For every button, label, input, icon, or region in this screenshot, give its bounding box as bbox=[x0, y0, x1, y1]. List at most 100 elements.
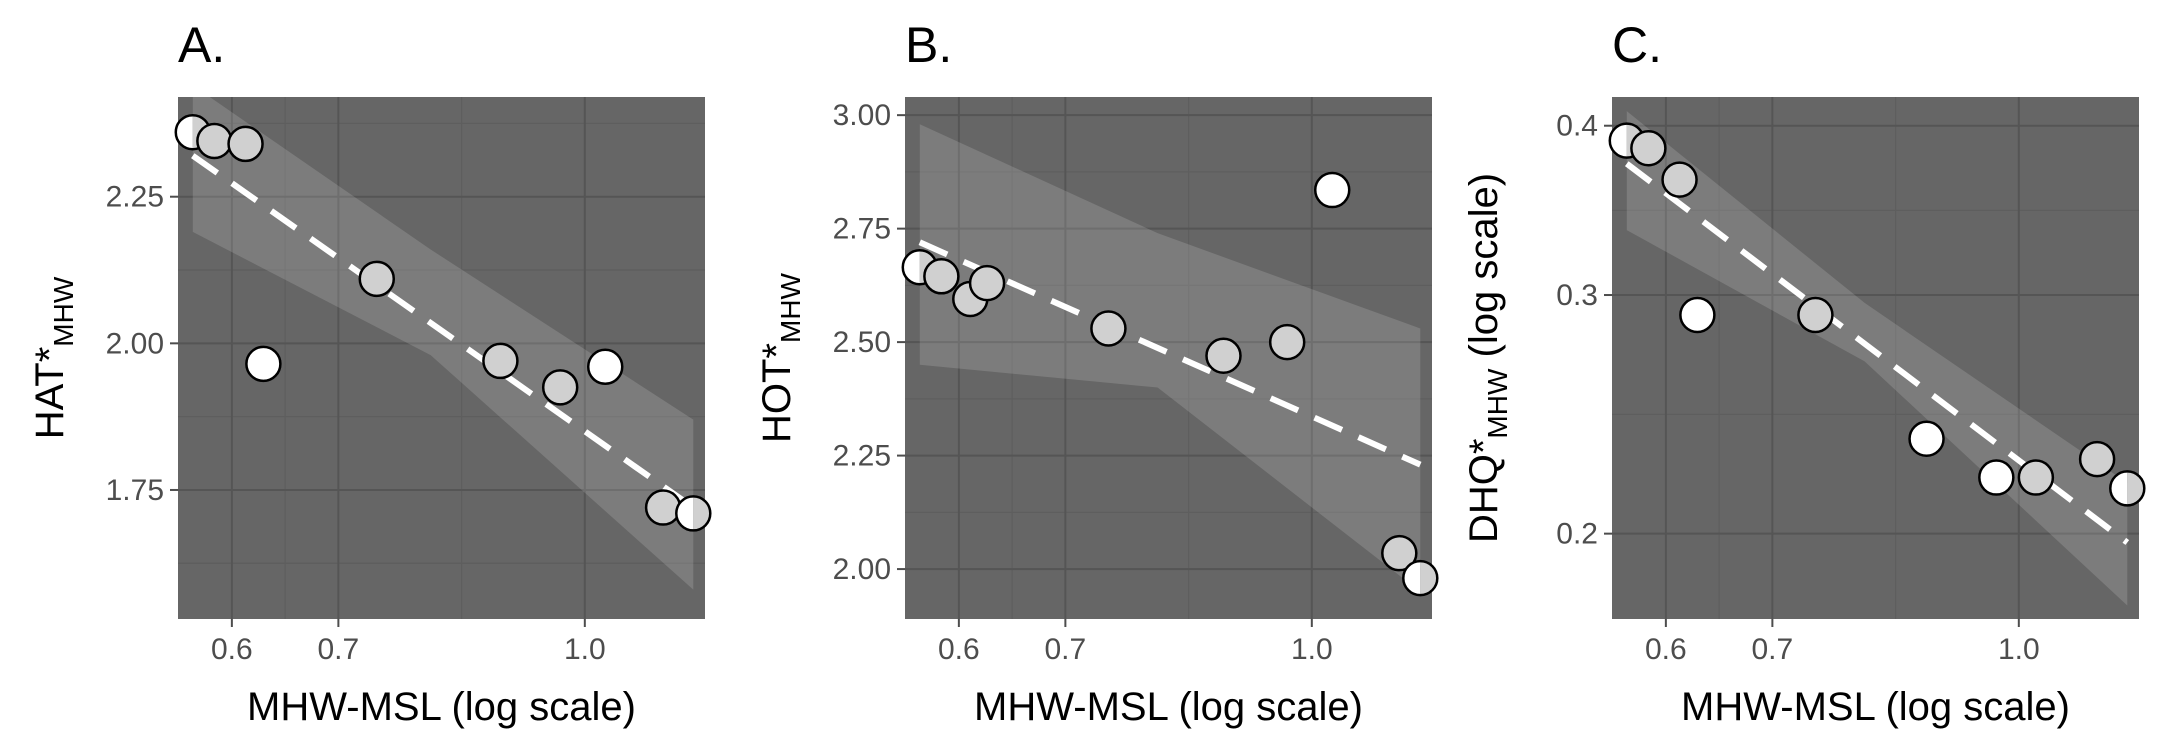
data-point-left-half bbox=[175, 115, 193, 150]
data-point-marker bbox=[245, 345, 282, 383]
panel-label: B. bbox=[905, 17, 952, 73]
data-point-marker bbox=[1630, 129, 1667, 167]
data-point-left-half bbox=[676, 496, 694, 531]
data-point bbox=[1630, 129, 1667, 167]
x-axis-title: MHW-MSL (log scale) bbox=[247, 685, 636, 729]
panel-3: 0.6 0.7 1.0 0.2 0.3 0.4 MHW-MSL (log scale) DHQ… bbox=[1462, 17, 2146, 729]
data-point-marker bbox=[1679, 296, 1716, 334]
points bbox=[1608, 122, 2146, 507]
data-point-outline bbox=[2109, 470, 2146, 507]
data-point bbox=[227, 125, 264, 163]
y-axis-title-main: DHQ* bbox=[1462, 439, 1506, 543]
data-point-outline bbox=[675, 495, 712, 532]
data-point-right-half bbox=[1420, 561, 1438, 596]
y-tick-label: 2.00 bbox=[833, 553, 891, 586]
data-point-marker bbox=[1268, 323, 1306, 361]
data-point bbox=[196, 122, 233, 160]
y-tick-label: 2.00 bbox=[106, 327, 164, 360]
data-point-marker bbox=[196, 122, 233, 160]
data-point-marker bbox=[1090, 310, 1127, 347]
x-tick-label: 0.7 bbox=[1045, 633, 1087, 666]
data-point-left-half bbox=[1403, 561, 1421, 596]
panel-1: 0.6 0.7 1.0 1.75 2.00 2.25 MHW-MSL (log scale)… bbox=[28, 17, 712, 729]
y-tick-label: 0.4 bbox=[1556, 110, 1598, 143]
panel-label: C. bbox=[1612, 17, 1662, 73]
data-point bbox=[644, 489, 682, 526]
y-tick-label: 0.3 bbox=[1556, 279, 1598, 312]
data-point-outline bbox=[1402, 559, 1439, 597]
data-point-marker bbox=[2017, 459, 2055, 496]
data-point-marker bbox=[1205, 337, 1242, 374]
y-axis-title: HOT*MHW bbox=[755, 272, 806, 443]
data-point-marker bbox=[1313, 171, 1351, 209]
points bbox=[901, 171, 1439, 597]
data-point bbox=[923, 258, 960, 295]
x-tick-label: 1.0 bbox=[564, 633, 606, 666]
data-point bbox=[2078, 440, 2116, 478]
data-point bbox=[1205, 337, 1242, 374]
y-tick-label: 2.25 bbox=[106, 181, 164, 214]
y-tick-label: 2.50 bbox=[833, 326, 891, 359]
y-axis-title-subscript: MHW bbox=[775, 272, 806, 343]
y-axis-title-suffix: (log scale) bbox=[1462, 173, 1506, 369]
plot-area bbox=[905, 97, 1432, 619]
data-point-marker bbox=[2078, 440, 2116, 478]
data-point bbox=[968, 264, 1006, 302]
data-point bbox=[1679, 296, 1716, 334]
confidence-band bbox=[919, 124, 1421, 592]
data-point bbox=[1313, 171, 1351, 209]
data-point-marker bbox=[1797, 296, 1834, 334]
data-point bbox=[1090, 310, 1127, 347]
y-tick-label: 2.75 bbox=[833, 213, 891, 246]
y-axis-title-main: HAT* bbox=[28, 347, 72, 440]
data-point bbox=[245, 345, 282, 383]
y-tick-label: 2.25 bbox=[833, 440, 891, 473]
x-axis-title: MHW-MSL (log scale) bbox=[974, 685, 1363, 729]
y-axis-title-subscript: MHW bbox=[1482, 368, 1513, 439]
x-tick-label: 1.0 bbox=[1291, 633, 1333, 666]
plot-area bbox=[178, 97, 705, 619]
data-point-marker bbox=[541, 369, 579, 406]
x-tick-label: 0.6 bbox=[1645, 633, 1687, 666]
data-point bbox=[1797, 296, 1834, 334]
data-point-right-half bbox=[2127, 471, 2145, 506]
y-axis-title-subscript: MHW bbox=[48, 276, 79, 347]
data-point bbox=[586, 348, 624, 386]
x-tick-label: 0.6 bbox=[211, 633, 253, 666]
data-point-left-half bbox=[902, 250, 920, 285]
x-tick-label: 1.0 bbox=[1998, 633, 2040, 666]
panel-2: 0.6 0.7 1.0 2.00 2.25 2.50 2.75 3.00 MHW-MSL (lo… bbox=[755, 17, 1439, 729]
regression-line bbox=[918, 239, 1422, 468]
data-point-marker bbox=[227, 125, 264, 163]
data-point-marker bbox=[358, 260, 396, 298]
y-tick-label: 0.2 bbox=[1556, 518, 1598, 551]
data-point bbox=[2109, 470, 2146, 507]
data-point bbox=[1661, 161, 1698, 198]
data-point bbox=[675, 495, 712, 532]
data-point bbox=[482, 342, 519, 380]
data-point-marker bbox=[968, 264, 1006, 302]
data-point-marker bbox=[586, 348, 624, 386]
y-axis-title: DHQ*MHW (log scale) bbox=[1462, 173, 1513, 543]
y-tick-label: 1.75 bbox=[106, 474, 164, 507]
points bbox=[174, 113, 712, 532]
x-tick-label: 0.7 bbox=[318, 633, 360, 666]
data-point-marker bbox=[923, 258, 960, 295]
y-tick-label: 3.00 bbox=[833, 99, 891, 132]
data-point-left-half bbox=[2110, 471, 2128, 506]
x-axis-title: MHW-MSL (log scale) bbox=[1681, 685, 2070, 729]
data-point-right-half bbox=[693, 496, 711, 531]
regression-line bbox=[1624, 161, 2130, 545]
data-point bbox=[1908, 420, 1945, 457]
confidence-band bbox=[192, 97, 694, 590]
data-point bbox=[1978, 459, 2015, 496]
y-axis-title-main: HOT* bbox=[755, 343, 799, 443]
data-point bbox=[1402, 559, 1439, 597]
data-point bbox=[2017, 459, 2055, 496]
regression-line bbox=[191, 153, 696, 511]
data-point-marker bbox=[1381, 534, 1418, 572]
data-point bbox=[1268, 323, 1306, 361]
x-tick-label: 0.6 bbox=[938, 633, 980, 666]
data-point bbox=[1381, 534, 1418, 572]
